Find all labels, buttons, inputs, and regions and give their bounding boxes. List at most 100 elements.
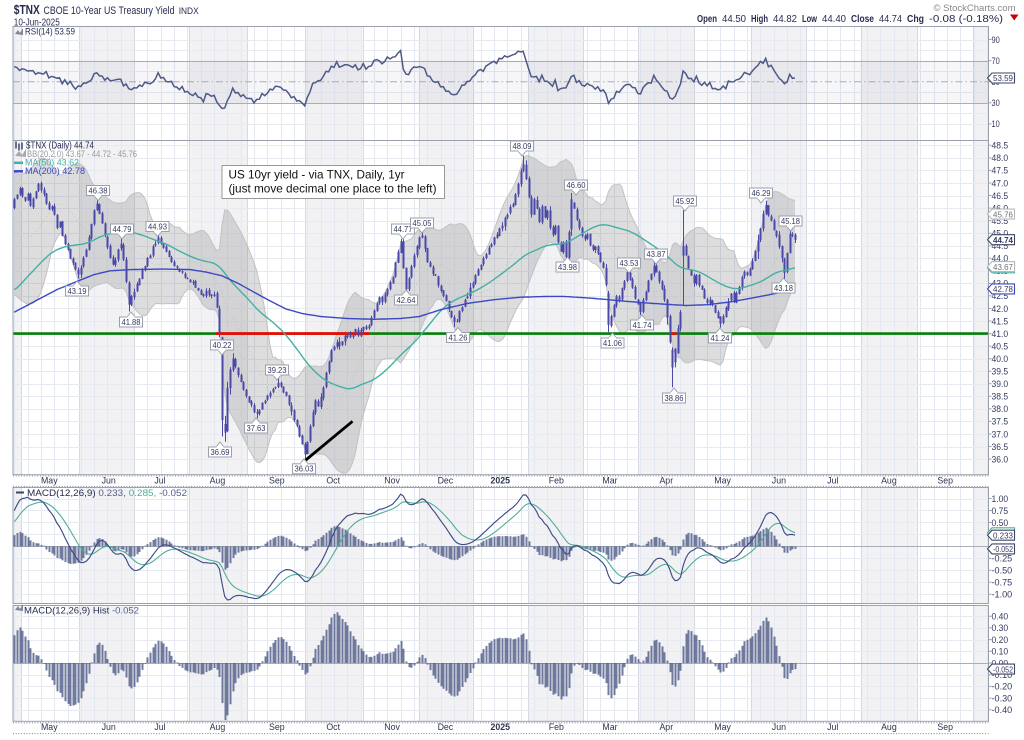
- svg-text:Chg: Chg: [907, 14, 924, 25]
- svg-text:44.50: 44.50: [722, 14, 746, 25]
- svg-text:US 10yr yield - via TNX, Daily: US 10yr yield - via TNX, Daily, 1yr: [229, 168, 405, 182]
- svg-text:May: May: [714, 475, 731, 485]
- svg-text:36.5: 36.5: [992, 442, 1009, 452]
- svg-text:Sep: Sep: [269, 475, 285, 485]
- svg-text:42.78: 42.78: [993, 284, 1013, 294]
- svg-text:0.30: 0.30: [992, 623, 1009, 633]
- svg-text:May: May: [714, 722, 731, 732]
- svg-text:Jul: Jul: [827, 475, 838, 485]
- svg-text:Aug: Aug: [210, 722, 226, 732]
- svg-text:INDX: INDX: [179, 6, 199, 16]
- svg-text:BB(20,2.0) 43.67 - 44.72 - 45.: BB(20,2.0) 43.67 - 44.72 - 45.76: [27, 149, 137, 159]
- svg-text:High: High: [751, 14, 768, 25]
- svg-text:© StockCharts.com: © StockCharts.com: [934, 3, 1016, 14]
- svg-text:37.0: 37.0: [992, 429, 1009, 439]
- svg-text:Oct: Oct: [326, 722, 340, 732]
- svg-text:40.22: 40.22: [213, 341, 233, 350]
- svg-text:Dec: Dec: [438, 475, 454, 485]
- svg-text:43.18: 43.18: [774, 284, 794, 293]
- svg-text:Mar: Mar: [602, 475, 617, 485]
- svg-text:38.0: 38.0: [992, 404, 1009, 414]
- svg-text:$TNX (Daily) 44.74: $TNX (Daily) 44.74: [26, 141, 94, 152]
- svg-text:Oct: Oct: [326, 475, 340, 485]
- svg-text:(just move decimal one place t: (just move decimal one place to the left…: [229, 182, 437, 196]
- svg-text:Jun: Jun: [772, 722, 786, 732]
- svg-text:45.18: 45.18: [781, 217, 801, 226]
- svg-text:46.38: 46.38: [89, 186, 109, 195]
- svg-text:Nov: Nov: [384, 722, 400, 732]
- svg-text:53.59: 53.59: [993, 73, 1013, 83]
- svg-text:MA(200) 42.78: MA(200) 42.78: [25, 166, 85, 176]
- svg-text:43.53: 43.53: [620, 259, 640, 268]
- svg-text:0.10: 0.10: [992, 647, 1009, 657]
- svg-text:-0.30: -0.30: [992, 693, 1013, 703]
- svg-text:46.0: 46.0: [992, 203, 1009, 213]
- svg-text:Dec: Dec: [438, 722, 454, 732]
- svg-text:Jun: Jun: [772, 475, 786, 485]
- svg-text:2025: 2025: [491, 722, 511, 732]
- svg-text:Sep: Sep: [269, 722, 285, 732]
- svg-text:MA(50) 43.62: MA(50) 43.62: [25, 158, 79, 168]
- svg-text:Nov: Nov: [384, 475, 400, 485]
- svg-text:Sep: Sep: [937, 475, 953, 485]
- svg-text:0.233: 0.233: [993, 530, 1013, 540]
- svg-text:-0.052: -0.052: [993, 544, 1013, 554]
- svg-text:46.60: 46.60: [567, 181, 587, 190]
- svg-text:44.77: 44.77: [394, 225, 414, 234]
- svg-text:RSI(14) 53.59: RSI(14) 53.59: [25, 27, 75, 38]
- svg-text:Low: Low: [802, 14, 817, 25]
- svg-text:44.82: 44.82: [773, 14, 797, 25]
- svg-text:44.5: 44.5: [992, 241, 1009, 251]
- svg-text:0.50: 0.50: [992, 518, 1009, 528]
- svg-text:43.67: 43.67: [993, 262, 1013, 272]
- svg-text:0.75: 0.75: [992, 506, 1009, 516]
- svg-text:48.0: 48.0: [992, 153, 1009, 163]
- svg-text:39.5: 39.5: [992, 367, 1009, 377]
- svg-text:44.40: 44.40: [822, 14, 846, 25]
- svg-text:Jul: Jul: [827, 722, 838, 732]
- svg-text:70: 70: [992, 56, 1000, 66]
- svg-text:0.40: 0.40: [992, 612, 1009, 622]
- svg-text:CBOE 10-Year US Treasury Yield: CBOE 10-Year US Treasury Yield: [44, 5, 175, 17]
- svg-text:Mar: Mar: [602, 722, 617, 732]
- svg-text:-0.20: -0.20: [992, 682, 1013, 692]
- svg-text:Sep: Sep: [937, 722, 953, 732]
- svg-text:39.0: 39.0: [992, 379, 1009, 389]
- svg-text:48.09: 48.09: [513, 142, 533, 151]
- svg-text:-1.00: -1.00: [992, 590, 1013, 600]
- svg-text:41.26: 41.26: [449, 333, 469, 342]
- svg-text:37.63: 37.63: [247, 424, 267, 433]
- svg-text:47.0: 47.0: [992, 178, 1009, 188]
- svg-text:41.24: 41.24: [711, 334, 731, 343]
- svg-text:Jul: Jul: [154, 722, 165, 732]
- svg-text:45.76: 45.76: [993, 209, 1013, 219]
- svg-text:40.5: 40.5: [992, 341, 1009, 351]
- svg-text:38.86: 38.86: [665, 394, 685, 403]
- svg-text:36.0: 36.0: [992, 454, 1009, 464]
- svg-text:36.69: 36.69: [211, 448, 231, 457]
- svg-text:-0.50: -0.50: [992, 566, 1013, 576]
- svg-text:Apr: Apr: [659, 722, 673, 732]
- svg-text:Aug: Aug: [210, 475, 226, 485]
- svg-text:41.88: 41.88: [122, 318, 142, 327]
- svg-text:Open: Open: [697, 14, 717, 25]
- svg-text:10: 10: [992, 119, 1000, 129]
- svg-text:41.5: 41.5: [992, 316, 1009, 326]
- svg-text:Feb: Feb: [549, 722, 564, 732]
- svg-text:May: May: [41, 475, 58, 485]
- svg-text:44.74: 44.74: [993, 235, 1013, 245]
- svg-text:46.29: 46.29: [752, 189, 772, 198]
- svg-text:2025: 2025: [491, 475, 511, 485]
- svg-text:-0.40: -0.40: [992, 705, 1013, 715]
- svg-text:42.0: 42.0: [992, 304, 1009, 314]
- svg-text:Close: Close: [851, 14, 874, 25]
- svg-text:30: 30: [992, 98, 1000, 108]
- svg-text:43.19: 43.19: [68, 287, 88, 296]
- svg-text:44.74: 44.74: [879, 14, 902, 25]
- svg-text:44.79: 44.79: [113, 225, 133, 234]
- svg-text:Aug: Aug: [881, 475, 897, 485]
- svg-text:46.5: 46.5: [992, 191, 1009, 201]
- svg-text:-0.10: -0.10: [992, 670, 1013, 680]
- svg-text:39.23: 39.23: [268, 366, 288, 375]
- svg-text:47.5: 47.5: [992, 166, 1009, 176]
